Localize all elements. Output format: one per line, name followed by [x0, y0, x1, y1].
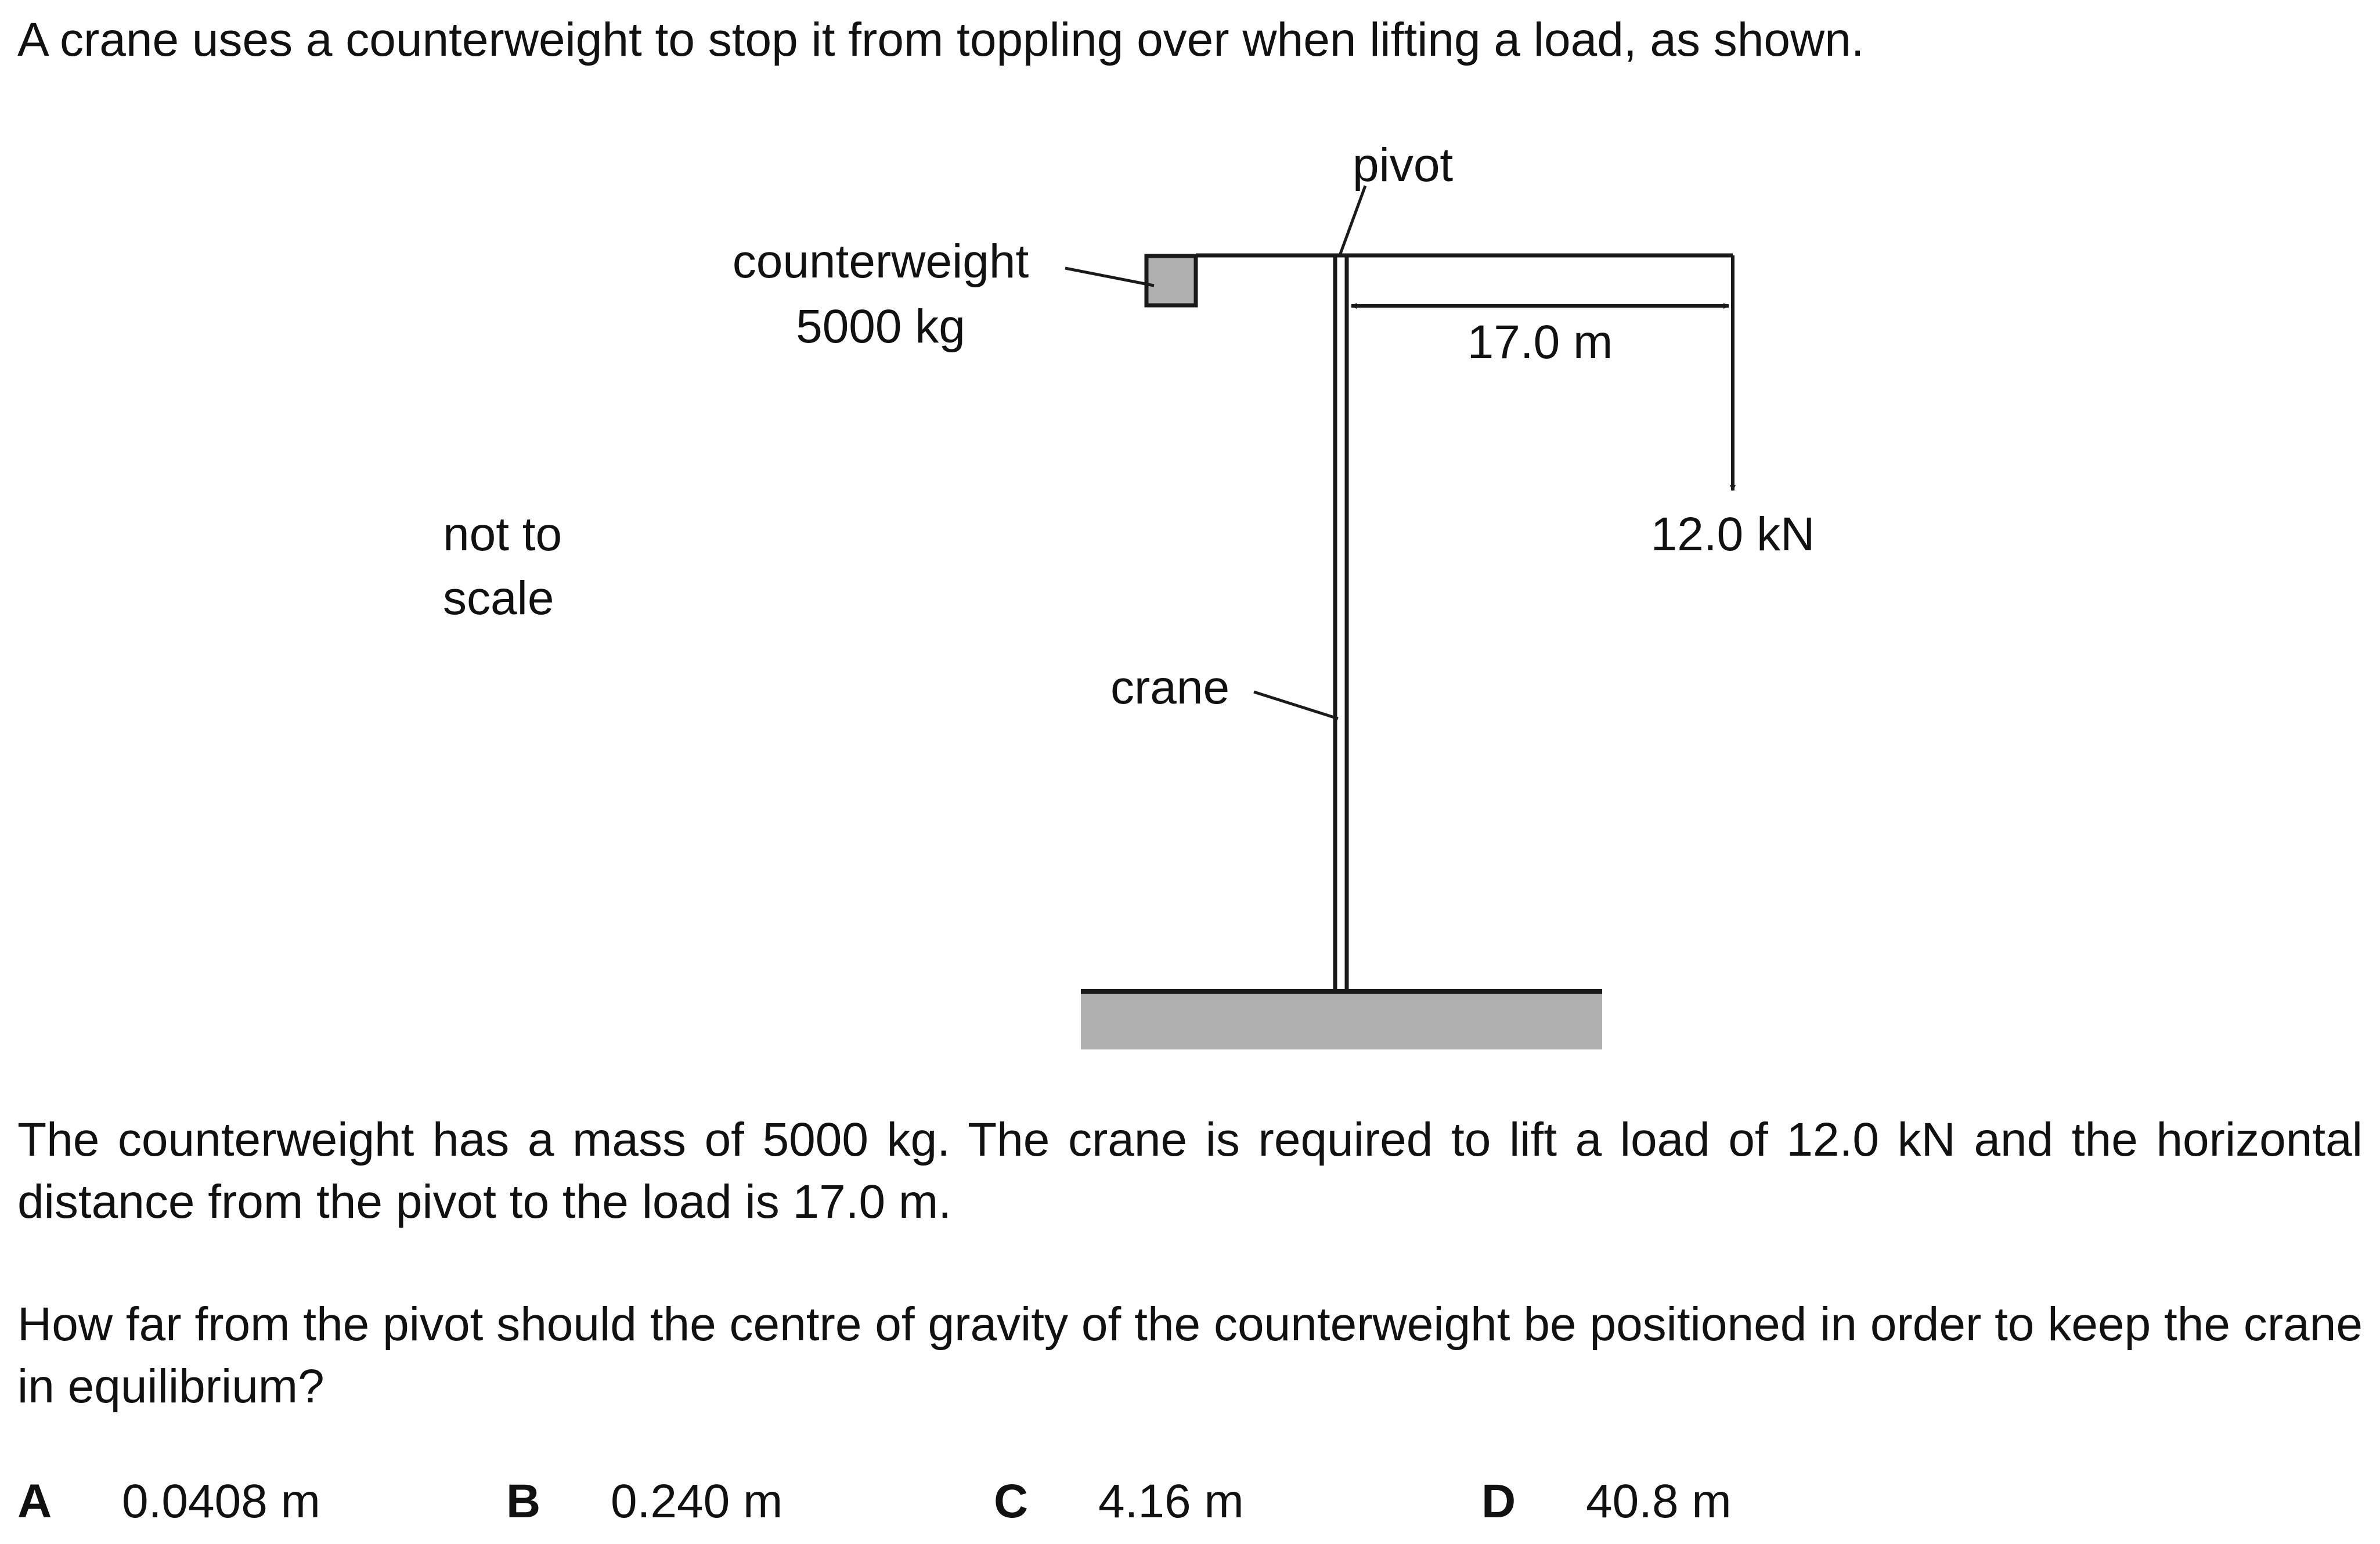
- option-b-letter: B: [506, 1475, 541, 1528]
- load-force-label: 12.0 kN: [1651, 508, 1815, 561]
- option-b[interactable]: B 0.240 m: [506, 1474, 782, 1529]
- counterweight-leader: [1065, 266, 1155, 287]
- crane-leader: [1253, 690, 1339, 720]
- counterweight-block: [1144, 254, 1198, 308]
- answer-options: A 0.0408 m B 0.240 m C 4.16 m D 40.8 m: [0, 1474, 2380, 1544]
- option-c-value: 4.16 m: [1098, 1475, 1244, 1528]
- crane-label: crane: [1110, 661, 1229, 714]
- scale-note-line2: scale: [443, 572, 554, 625]
- question-intro: A crane uses a counterweight to stop it …: [17, 13, 1865, 66]
- pivot-leader: [1338, 185, 1367, 256]
- ground-block: [1081, 991, 1602, 1049]
- option-a-letter: A: [17, 1475, 52, 1528]
- distance-label: 17.0 m: [1467, 316, 1613, 369]
- option-b-value: 0.240 m: [611, 1475, 783, 1528]
- question-paragraph-2: How far from the pivot should the centre…: [17, 1298, 2363, 1413]
- option-a[interactable]: A 0.0408 m: [17, 1474, 320, 1529]
- option-d[interactable]: D 40.8 m: [1481, 1474, 1732, 1529]
- option-d-value: 40.8 m: [1586, 1475, 1732, 1528]
- scale-note-line1: not to: [443, 508, 562, 561]
- question-paragraph-1: The counterweight has a mass of 5000 kg.…: [17, 1113, 2363, 1228]
- pivot-label: pivot: [1353, 139, 1453, 192]
- counterweight-mass-label: 5000 kg: [796, 300, 965, 353]
- option-d-letter: D: [1481, 1475, 1516, 1528]
- option-c[interactable]: C 4.16 m: [994, 1474, 1244, 1529]
- option-a-value: 0.0408 m: [122, 1475, 320, 1528]
- option-c-letter: C: [994, 1475, 1029, 1528]
- counterweight-label: counterweight: [733, 235, 1029, 288]
